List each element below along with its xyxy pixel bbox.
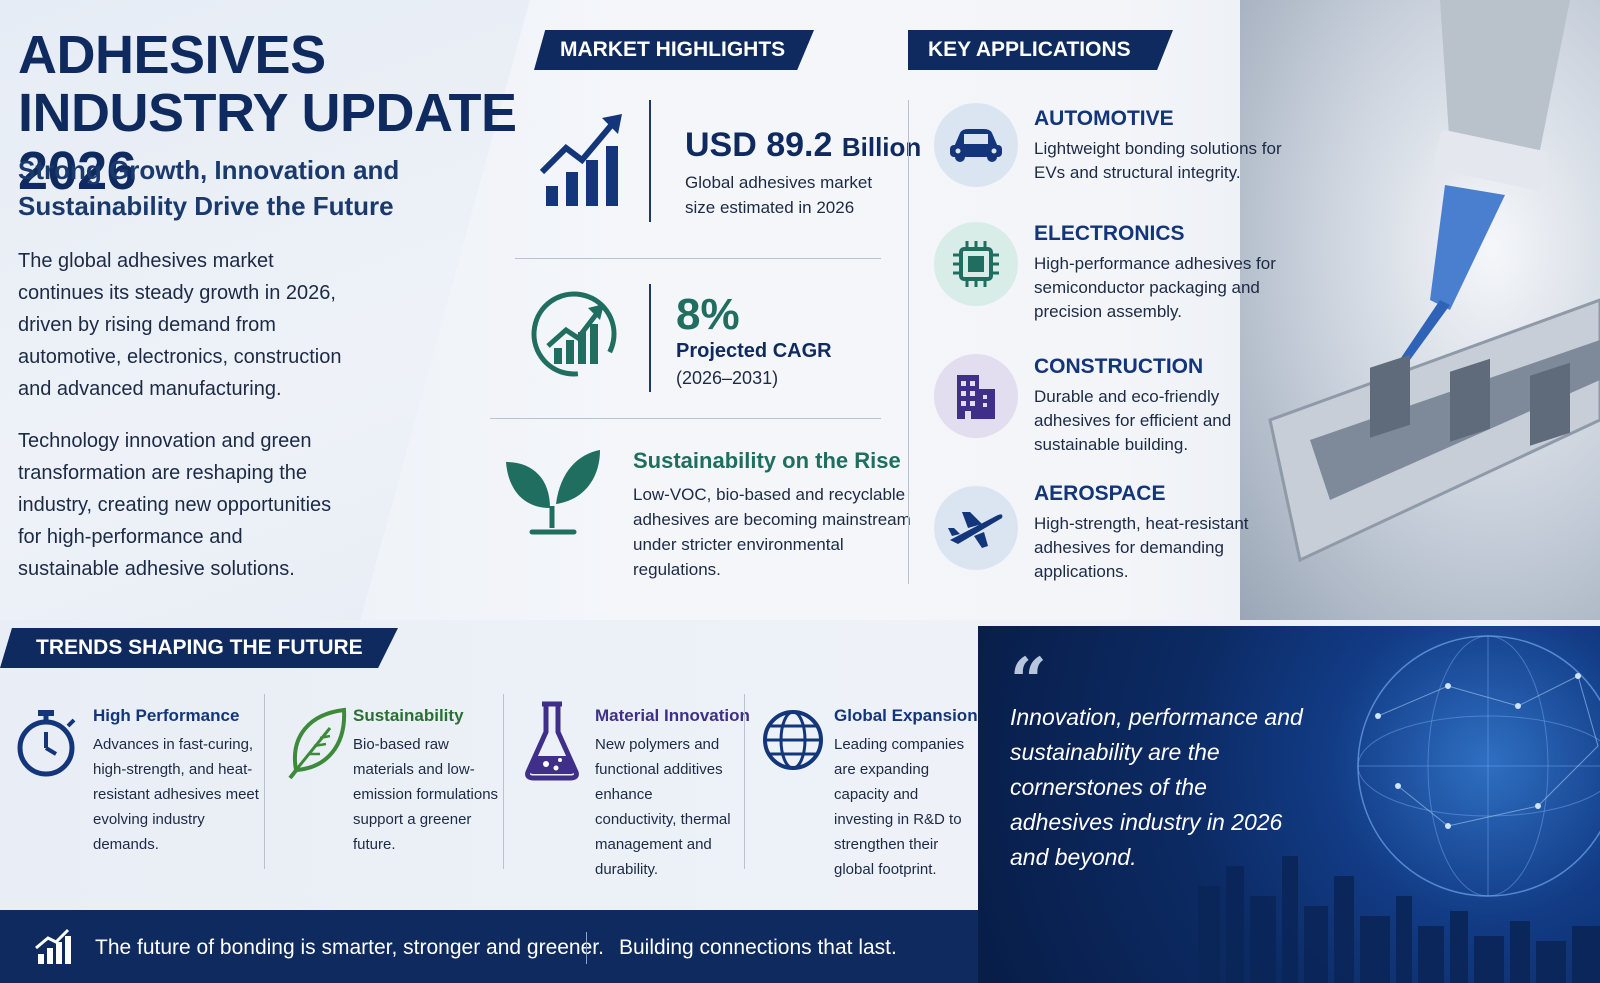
cagr-value: 8% (676, 290, 740, 339)
trend-title-global-expansion: Global Expansion (834, 706, 978, 725)
trends-background (0, 620, 978, 910)
sustainability-text: Low-VOC, bio-based and recyclable adhesi… (633, 485, 911, 579)
footer-slogan: Building connections that last. (619, 936, 897, 959)
trend-title-material-innovation: Material Innovation (595, 706, 750, 725)
bar-growth-icon (538, 110, 628, 215)
trend-desc-material-innovation: New polymers and functional additives en… (595, 736, 731, 878)
market-size-label: Global adhesives market size estimated i… (685, 173, 873, 217)
quote-panel (978, 626, 1600, 983)
app-title-electronics: ELECTRONICS (1034, 222, 1185, 245)
highlight-separator (490, 418, 881, 419)
section-divider (908, 100, 909, 584)
trend-separator (503, 694, 504, 869)
quote-mark-icon: “ (1010, 644, 1047, 719)
trend-desc-high-performance: Advances in fast-curing, high-strength, … (93, 736, 259, 853)
digital-globe-icon (1198, 635, 1600, 983)
airplane-icon (934, 486, 1018, 570)
growth-chart-icon (34, 926, 74, 971)
leaf-sprout-icon (502, 448, 602, 543)
trend-title-high-performance: High Performance (93, 706, 240, 725)
trend-separator (264, 694, 265, 869)
flask-icon (522, 700, 582, 787)
market-highlights-header: MARKET HIGHLIGHTS (534, 30, 814, 70)
footer-bar (0, 910, 978, 983)
page-subtitle: Strong Growth, Innovation and Sustainabi… (18, 155, 400, 221)
highlight-separator (515, 258, 881, 259)
intro-paragraph-2: Technology innovation and green transfor… (18, 430, 332, 580)
adhesive-applicator-photo (1240, 0, 1600, 620)
circle-growth-icon (530, 288, 620, 385)
app-desc-electronics: High-performance adhesives for semicondu… (1034, 254, 1276, 321)
app-title-construction: CONSTRUCTION (1034, 355, 1204, 378)
trend-separator (744, 694, 745, 869)
chip-icon (934, 222, 1018, 306)
trend-desc-global-expansion: Leading companies are expanding capacity… (834, 736, 965, 878)
trend-title-sustainability: Sustainability (353, 706, 464, 725)
app-title-aerospace: AEROSPACE (1034, 482, 1166, 505)
trend-desc-sustainability: Bio-based raw materials and low-emission… (353, 736, 499, 853)
app-desc-construction: Durable and eco-friendly adhesives for e… (1034, 387, 1232, 454)
leaf-icon (286, 706, 348, 785)
market-size-unit: Billion (841, 132, 922, 162)
page-title: ADHESIVES INDUSTRY UPDATE 2026 (18, 25, 517, 201)
quote-text: Innovation, performance and sustainabili… (1010, 704, 1303, 870)
highlight-divider (649, 284, 651, 392)
glue-tube-icon (1268, 0, 1600, 563)
cagr-label: Projected CAGR (676, 340, 832, 362)
market-size-value: USD 89.2 Billion (685, 126, 921, 165)
footer-tagline: The future of bonding is smarter, strong… (95, 936, 604, 959)
app-desc-automotive: Lightweight bonding solutions for EVs an… (1034, 139, 1282, 182)
stopwatch-icon (14, 704, 80, 785)
highlight-divider (649, 100, 651, 222)
market-size-number: USD 89.2 (685, 126, 833, 164)
building-icon (934, 354, 1018, 438)
cagr-period: (2026–2031) (676, 368, 779, 388)
key-applications-header: KEY APPLICATIONS (908, 30, 1173, 70)
footer-separator (586, 932, 587, 964)
app-title-automotive: AUTOMOTIVE (1034, 107, 1174, 130)
car-icon (934, 103, 1018, 187)
app-desc-aerospace: High-strength, heat-resistant adhesives … (1034, 514, 1249, 581)
globe-icon (760, 706, 826, 779)
sustainability-title: Sustainability on the Rise (633, 448, 901, 473)
trends-header: TRENDS SHAPING THE FUTURE (0, 628, 398, 668)
intro-paragraph-1: The global adhesives market continues it… (18, 250, 342, 400)
